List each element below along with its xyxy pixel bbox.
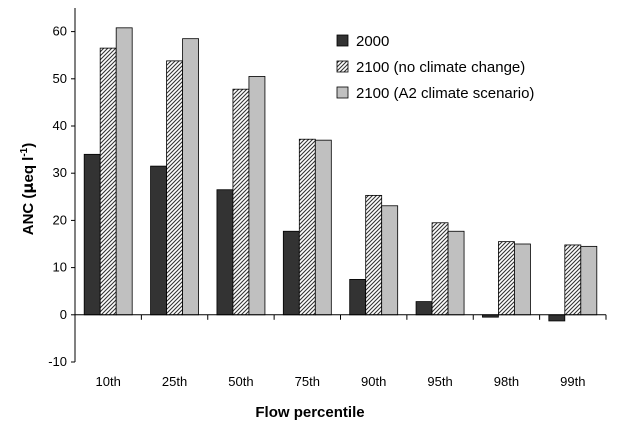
x-axis-ticks: 10th 25th 50th 75th 90th 95th 98th 99th [74,314,607,389]
bar [232,88,250,316]
y-axis-title-superscript: -1 [19,147,30,156]
x-tick-label: 99th [560,374,585,389]
bar [564,244,582,316]
x-tick-label: 50th [228,374,253,389]
bar [216,189,234,316]
bar [248,76,266,316]
y-tick-label: 50 [53,71,67,86]
bar [365,194,383,316]
bars-layer [83,27,598,322]
bar [381,205,399,316]
bar [99,47,117,316]
y-tick-label: 20 [53,212,67,227]
x-tick-label: 10th [96,374,121,389]
x-tick-label: 95th [427,374,452,389]
bar [150,165,167,316]
legend-swatch [336,86,349,99]
y-axis-title-prefix: ANC ( [20,194,37,236]
bar [431,222,449,316]
x-tick-label: 90th [361,374,386,389]
bar [314,139,332,316]
y-tick-label: -10 [48,354,67,369]
x-tick-label: 98th [494,374,519,389]
legend: 2000 2100 (no climate change) 2100 (A2 cli… [336,33,534,102]
bar [514,243,531,316]
x-axis-title: Flow percentile [255,404,364,421]
y-axis-title-mu: μ [19,183,37,194]
y-tick-label: 0 [60,307,67,322]
bar [282,230,300,316]
y-tick-label: 40 [53,118,67,133]
y-axis-title-close: ) [20,143,37,148]
x-tick-label: 75th [295,374,320,389]
bar [298,138,316,316]
y-axis-title-unit: eq l [20,157,37,183]
bar [447,230,465,316]
bar [580,245,598,316]
x-tick-label: 25th [162,374,187,389]
bar [83,153,101,316]
bar [498,241,515,316]
bar [415,301,433,316]
bar [548,314,566,322]
legend-label: 2100 (A2 climate scenario) [356,85,534,102]
bar [166,60,183,316]
legend-label: 2100 (no climate change) [356,59,525,76]
y-axis-ticks: -10 0 10 20 30 40 50 60 [48,24,75,369]
y-tick-label: 30 [53,165,67,180]
y-tick-label: 60 [53,24,67,39]
legend-swatch [336,60,349,73]
bar [349,278,367,316]
legend-swatch [336,34,349,47]
y-axis-title: ANC (μeq l-1) [19,143,37,235]
bar [182,38,199,316]
bar [115,27,133,316]
y-tick-label: 10 [53,260,67,275]
legend-label: 2000 [356,33,389,50]
